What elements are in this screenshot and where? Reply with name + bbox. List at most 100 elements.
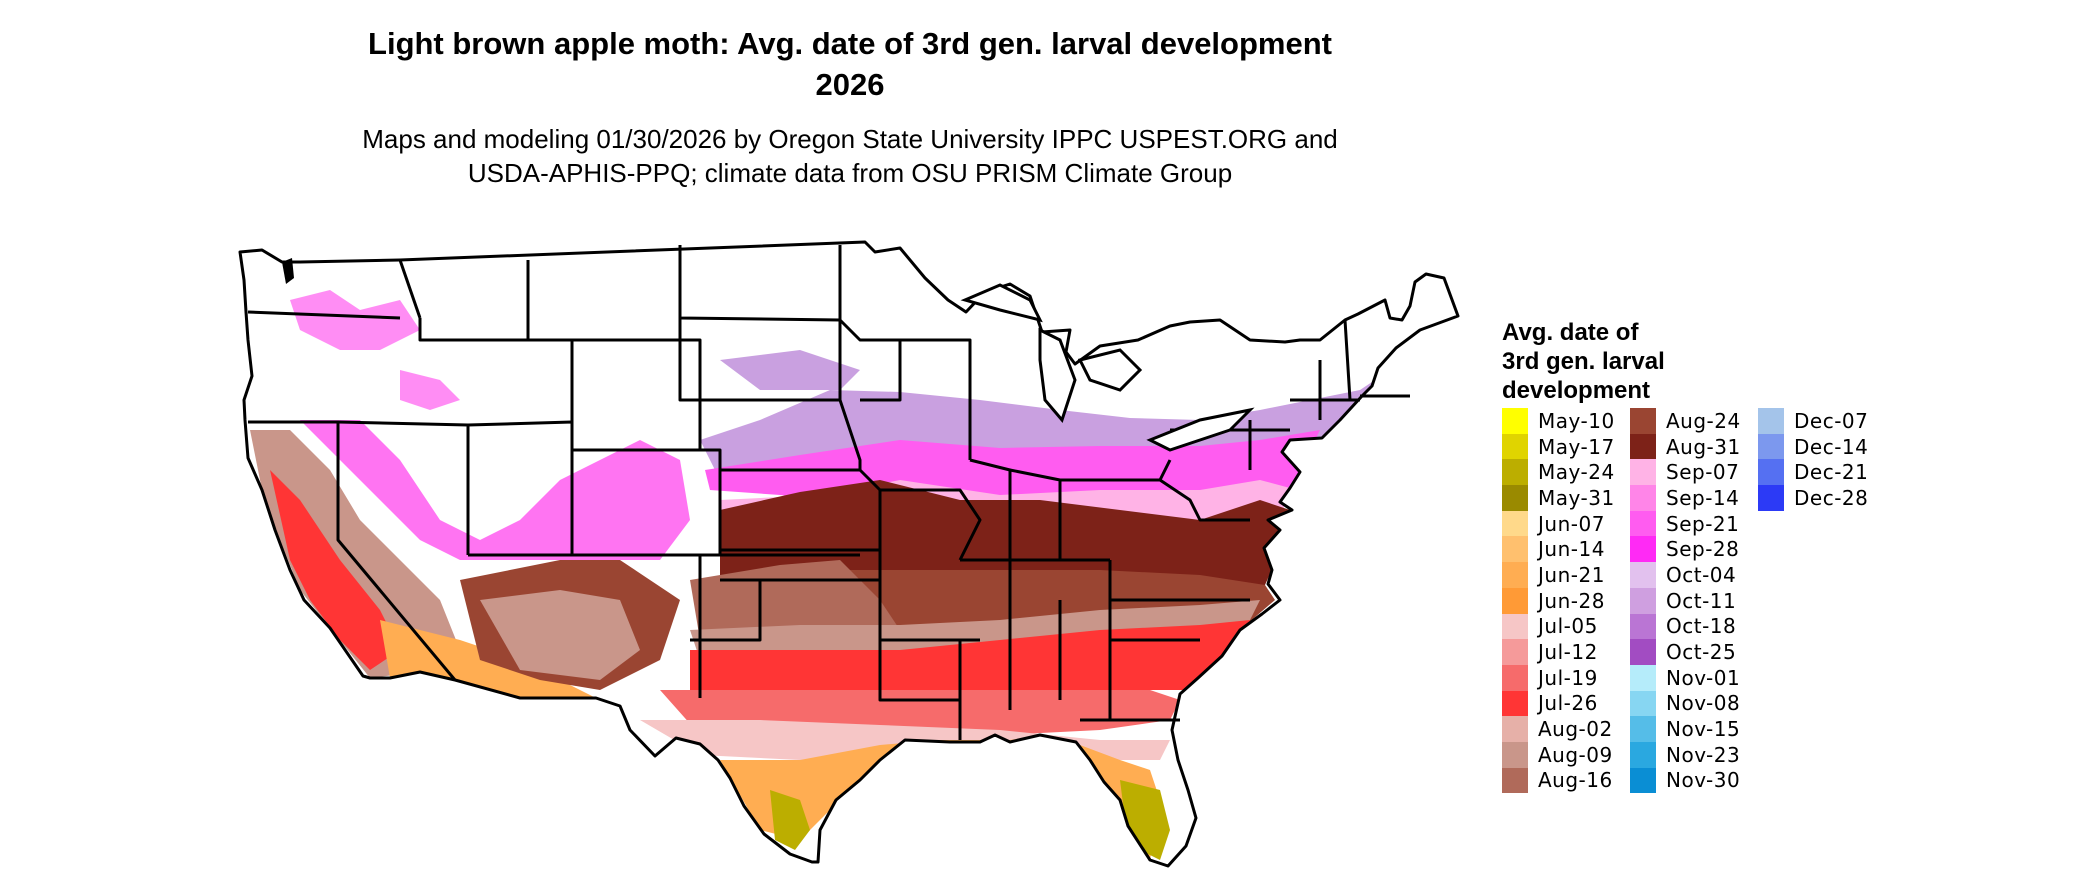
map-title: Light brown apple moth: Avg. date of 3rd…	[368, 26, 1332, 61]
legend-label: Dec-14	[1794, 434, 1869, 459]
legend-item: Aug-24	[1630, 408, 1741, 434]
legend-item: Oct-25	[1630, 639, 1741, 665]
legend-item: May-10	[1502, 408, 1615, 434]
legend-label: Sep-14	[1666, 485, 1740, 510]
legend-item: Oct-18	[1630, 613, 1741, 640]
legend-label: Nov-15	[1666, 717, 1741, 742]
legend-item: Jul-26	[1502, 690, 1615, 717]
legend-swatch	[1502, 433, 1528, 460]
legend-swatch	[1758, 408, 1784, 434]
legend-item: Nov-01	[1630, 664, 1741, 691]
legend-swatch	[1630, 639, 1656, 665]
legend-label: Jul-05	[1538, 614, 1598, 639]
legend-item: Jun-28	[1502, 587, 1615, 614]
legend-item: May-24	[1502, 459, 1615, 486]
legend-label: Jun-14	[1538, 537, 1605, 562]
legend-swatch	[1630, 562, 1656, 588]
legend-swatch	[1502, 767, 1528, 794]
legend-label: Sep-07	[1666, 460, 1740, 485]
legend-label: Nov-08	[1666, 691, 1741, 716]
legend-swatch	[1502, 716, 1528, 742]
legend-label: Sep-28	[1666, 537, 1740, 562]
legend-swatch	[1630, 510, 1656, 537]
legend-label: Aug-09	[1538, 742, 1613, 767]
legend-title-line3: development	[1502, 377, 1651, 404]
legend-swatch	[1630, 536, 1656, 563]
legend-label: Oct-11	[1666, 588, 1737, 613]
legend-swatch	[1630, 664, 1656, 691]
legend-item: Nov-08	[1630, 690, 1741, 717]
legend-swatch	[1630, 433, 1656, 460]
legend-swatch	[1502, 459, 1528, 486]
legend-label: Jun-28	[1538, 588, 1605, 613]
legend-label: Oct-18	[1666, 614, 1737, 639]
puget-sound-island	[282, 258, 294, 284]
legend-column-1: May-10 May-17 May-24 May-31 Jun-07 Jun-1…	[1502, 408, 1615, 794]
legend-item: Jun-14	[1502, 536, 1615, 563]
legend-swatch	[1502, 639, 1528, 665]
legend-label: Dec-21	[1794, 460, 1869, 485]
legend-item: Jul-19	[1502, 664, 1615, 691]
legend-item: Jun-21	[1502, 562, 1615, 588]
legend-swatch	[1630, 690, 1656, 717]
legend-swatch	[1502, 613, 1528, 640]
legend-label: Jul-12	[1538, 640, 1598, 665]
legend-swatch	[1758, 459, 1784, 486]
legend-swatch	[1502, 536, 1528, 563]
legend-item: Aug-16	[1502, 767, 1615, 794]
legend-swatch	[1630, 741, 1656, 768]
legend-label: May-10	[1538, 408, 1615, 433]
legend-label: May-31	[1538, 485, 1615, 510]
legend-item: Jul-05	[1502, 613, 1615, 640]
legend-swatch	[1630, 408, 1656, 434]
legend-label: Aug-24	[1666, 408, 1741, 433]
legend-item: Sep-14	[1630, 485, 1741, 511]
legend-swatch	[1502, 587, 1528, 614]
legend-item: May-31	[1502, 485, 1615, 511]
legend-swatch	[1758, 485, 1784, 511]
legend-item: Aug-02	[1502, 716, 1615, 742]
legend-label: Aug-02	[1538, 717, 1613, 742]
legend-item: Nov-15	[1630, 716, 1741, 742]
legend-swatch	[1502, 485, 1528, 511]
legend-item: Aug-31	[1630, 433, 1741, 460]
legend-label: Jul-19	[1538, 665, 1598, 690]
legend-item: Nov-23	[1630, 741, 1741, 768]
legend-item: Oct-04	[1630, 562, 1741, 588]
legend-item: Sep-28	[1630, 536, 1741, 563]
legend-item: Aug-09	[1502, 741, 1615, 768]
legend-title-line2: 3rd gen. larval	[1502, 348, 1665, 375]
legend-item: Dec-21	[1758, 459, 1869, 486]
legend-item: Dec-07	[1758, 408, 1868, 434]
map-title-year: 2026	[815, 67, 885, 102]
legend-swatch	[1502, 690, 1528, 717]
legend-title-line1: Avg. date of	[1502, 319, 1639, 346]
legend-swatch	[1630, 485, 1656, 511]
legend-label: Nov-30	[1666, 768, 1741, 793]
legend-item: Nov-30	[1630, 767, 1741, 794]
legend-swatch	[1502, 741, 1528, 768]
legend-item: Oct-11	[1630, 587, 1741, 614]
legend-swatch	[1630, 587, 1656, 614]
legend-label: Aug-16	[1538, 768, 1613, 793]
legend-label: Dec-28	[1794, 485, 1869, 510]
legend-swatch	[1630, 767, 1656, 794]
legend-label: Aug-31	[1666, 434, 1741, 459]
legend-swatch	[1502, 408, 1528, 434]
legend-item: Sep-07	[1630, 459, 1741, 486]
legend-swatch	[1502, 664, 1528, 691]
legend-label: May-17	[1538, 434, 1615, 459]
legend-item: May-17	[1502, 433, 1615, 460]
legend-item: Sep-21	[1630, 510, 1741, 537]
legend-label: Jun-07	[1538, 511, 1605, 536]
legend-label: Nov-01	[1666, 665, 1741, 690]
legend-label: Nov-23	[1666, 742, 1741, 767]
legend-swatch	[1502, 510, 1528, 537]
legend-item: Dec-28	[1758, 485, 1868, 511]
legend-swatch	[1630, 613, 1656, 640]
legend-label: Oct-04	[1666, 562, 1737, 587]
legend-label: Jul-26	[1538, 691, 1598, 716]
great-lakes	[960, 283, 1255, 452]
legend-item: Jun-07	[1502, 510, 1615, 537]
